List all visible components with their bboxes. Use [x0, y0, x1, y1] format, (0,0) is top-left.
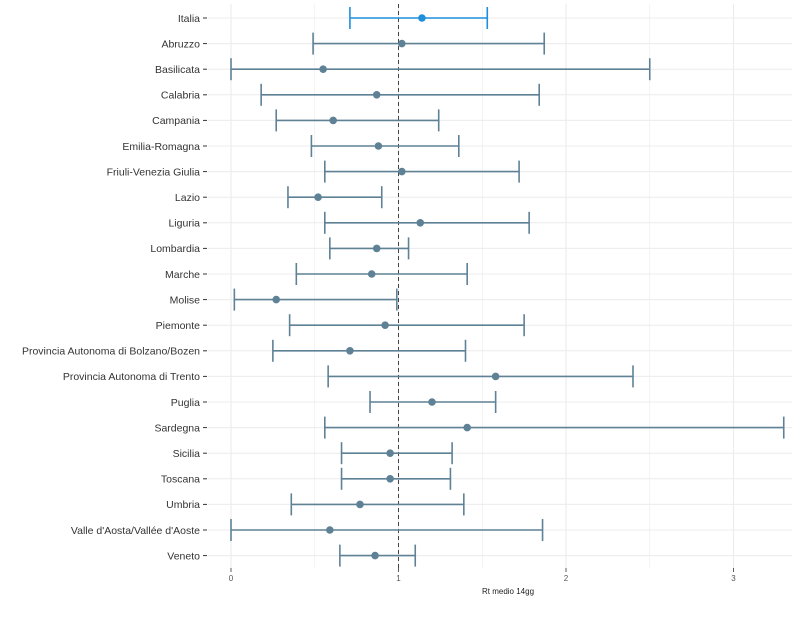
interval-row — [340, 442, 453, 465]
point-estimate — [386, 475, 394, 483]
row-label: Sicilia — [173, 448, 201, 460]
point-estimate — [371, 551, 379, 560]
point-estimate — [381, 321, 389, 330]
row-label: Marche — [165, 269, 200, 281]
row-label: Campania — [152, 115, 200, 127]
interval-row — [290, 493, 465, 516]
row-label: Liguria — [168, 218, 200, 230]
point-estimate — [272, 295, 281, 304]
y-axis-labels: Italia Abruzzo Basilicata Calabria Campania E… — [22, 13, 207, 562]
interval-row — [230, 58, 651, 81]
row-label: Lombardia — [150, 243, 200, 255]
point-estimate — [372, 244, 381, 253]
interval-row — [369, 391, 497, 413]
interval-row — [323, 211, 530, 234]
point-estimate — [398, 167, 406, 176]
row-label: Italia — [178, 13, 200, 25]
x-tick-label: 3 — [731, 574, 736, 583]
point-estimate — [374, 142, 383, 150]
interval-row — [327, 365, 634, 388]
row-label: Molise — [170, 294, 201, 306]
row-label: Umbria — [166, 499, 200, 511]
interval-row — [339, 544, 417, 567]
row-label: Provincia Autonoma di Bolzano/Bozen — [22, 346, 200, 358]
x-tick-label: 0 — [229, 574, 234, 583]
x-axis-ticks: 0 1 2 3 — [229, 568, 736, 583]
point-estimate — [314, 193, 322, 201]
row-label: Valle d'Aosta/Vallée d'Aoste — [71, 525, 200, 537]
interval-row — [295, 263, 468, 285]
interval-row — [323, 416, 785, 439]
row-label: Friuli-Venezia Giulia — [107, 166, 201, 178]
interval-row — [310, 135, 460, 157]
row-label: Emilia-Romagna — [122, 141, 200, 153]
point-estimate — [319, 65, 327, 73]
point-estimate — [329, 116, 337, 125]
interval-row — [312, 32, 546, 55]
interval-row — [340, 467, 452, 490]
interval-row — [272, 339, 467, 362]
row-label: Lazio — [175, 192, 200, 204]
row-label: Veneto — [167, 550, 200, 562]
interval-row — [275, 109, 440, 132]
point-estimate — [463, 423, 471, 432]
point-estimate — [418, 14, 426, 22]
row-label: Toscana — [161, 474, 200, 486]
row-label: Puglia — [171, 397, 200, 409]
point-estimate — [372, 91, 381, 99]
point-estimate — [367, 270, 376, 278]
row-label: Sardegna — [154, 422, 200, 434]
interval-row — [329, 237, 410, 260]
interval-row — [323, 160, 520, 183]
x-tick-label: 2 — [564, 574, 569, 583]
interval-row — [230, 519, 544, 541]
row-label: Abruzzo — [161, 38, 200, 50]
row-label: Piemonte — [156, 320, 201, 332]
interval-row — [260, 83, 541, 106]
interval-row — [233, 288, 398, 311]
grid-lines — [208, 4, 792, 568]
point-estimate — [356, 500, 364, 509]
interval-row — [349, 7, 489, 29]
point-estimate — [326, 526, 334, 534]
interval-rows — [230, 7, 785, 567]
x-axis-title: Rt medio 14gg — [482, 587, 534, 596]
interval-row — [287, 186, 383, 209]
point-estimate — [386, 449, 394, 458]
point-estimate — [398, 39, 406, 48]
point-estimate — [428, 398, 436, 406]
interval-row — [288, 314, 525, 337]
row-label: Provincia Autonoma di Trento — [63, 371, 200, 383]
x-tick-label: 1 — [396, 574, 401, 583]
point-estimate — [491, 372, 500, 381]
row-label: Calabria — [161, 90, 200, 102]
point-estimate — [346, 347, 354, 355]
point-estimate — [416, 219, 425, 227]
row-label: Basilicata — [155, 64, 200, 76]
